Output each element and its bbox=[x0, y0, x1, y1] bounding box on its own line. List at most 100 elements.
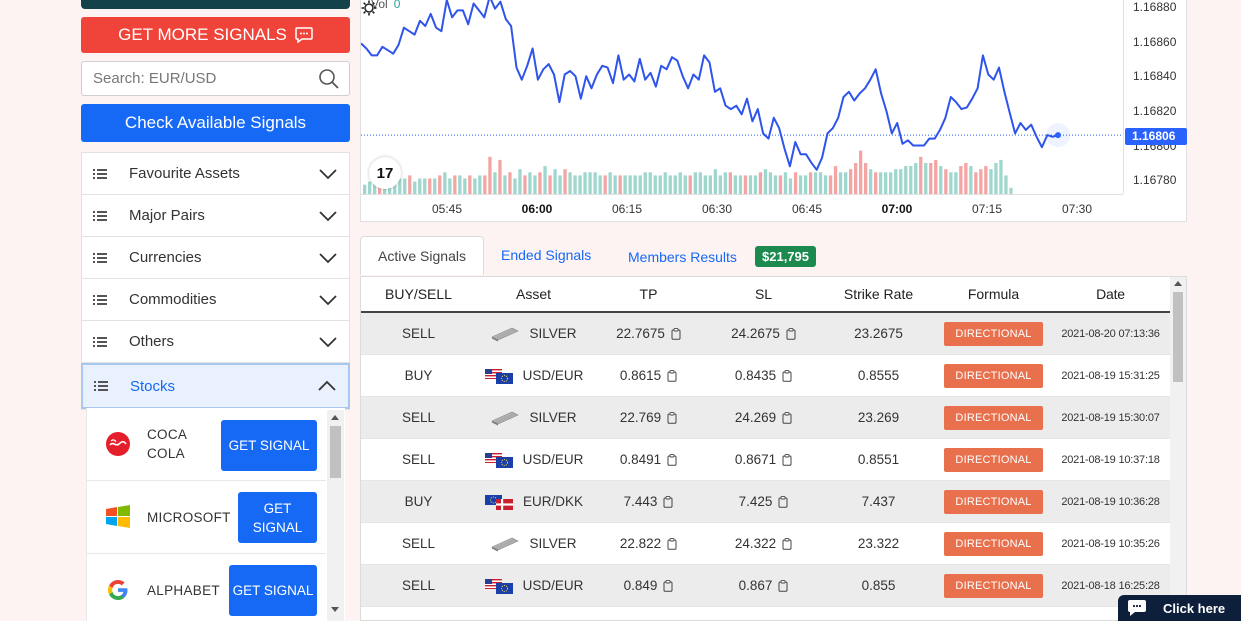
scroll-up-arrow-icon[interactable] bbox=[331, 415, 339, 420]
category-label: Currencies bbox=[129, 249, 202, 266]
stock-name: ALPHABET bbox=[147, 582, 220, 598]
formula-button[interactable]: DIRECTIONAL bbox=[944, 531, 1043, 556]
volume-bar bbox=[743, 175, 748, 194]
formula-cell: DIRECTIONAL bbox=[936, 363, 1051, 388]
get-signal-button[interactable]: GET SIGNAL bbox=[221, 420, 317, 471]
volume-bar bbox=[568, 172, 572, 194]
silver-bar-icon bbox=[491, 327, 520, 341]
tp-cell: 22.769 bbox=[591, 410, 706, 425]
sl-cell: 24.2675 bbox=[706, 326, 821, 341]
copy-icon[interactable] bbox=[667, 411, 677, 424]
volume-bar bbox=[728, 172, 732, 194]
tp-cell: 7.443 bbox=[591, 494, 706, 509]
volume-bar bbox=[653, 175, 657, 194]
asset-name: SILVER bbox=[529, 326, 577, 341]
copy-icon[interactable] bbox=[782, 411, 792, 424]
copy-icon[interactable] bbox=[667, 369, 677, 382]
volume-bar bbox=[458, 175, 462, 194]
volume-bar bbox=[528, 172, 532, 194]
category-item-currencies[interactable]: Currencies bbox=[82, 237, 349, 279]
sl-value: 7.425 bbox=[738, 494, 773, 509]
tab-active-signals[interactable]: Active Signals bbox=[360, 236, 484, 275]
volume-bar bbox=[368, 181, 372, 194]
search-icon[interactable] bbox=[318, 68, 340, 90]
table-scrollbar-thumb[interactable] bbox=[1173, 292, 1183, 382]
volume-bar bbox=[398, 178, 402, 194]
search-box bbox=[81, 61, 350, 96]
search-input[interactable] bbox=[82, 62, 318, 95]
volume-bar bbox=[869, 169, 873, 194]
tab-members-results[interactable]: Members Results bbox=[628, 249, 737, 265]
category-item-others[interactable]: Others bbox=[82, 321, 349, 363]
copy-icon[interactable] bbox=[778, 579, 788, 592]
asset-name: SILVER bbox=[529, 536, 577, 551]
volume-bar bbox=[673, 175, 677, 194]
volume-bar bbox=[553, 169, 557, 194]
volume-bar bbox=[703, 175, 707, 194]
copy-icon[interactable] bbox=[667, 537, 677, 550]
get-more-signals-button[interactable]: GET MORE SIGNALS bbox=[81, 17, 350, 53]
category-label: Commodities bbox=[129, 291, 217, 308]
volume-bar bbox=[693, 172, 697, 194]
formula-button[interactable]: DIRECTIONAL bbox=[944, 447, 1043, 472]
chat-widget-button[interactable]: Click here bbox=[1118, 595, 1241, 621]
chevron-up-icon bbox=[318, 380, 336, 391]
get-signal-button[interactable]: GET SIGNAL bbox=[229, 565, 317, 616]
volume-bar bbox=[433, 178, 437, 194]
formula-button[interactable]: DIRECTIONAL bbox=[944, 405, 1043, 430]
volume-bar bbox=[849, 169, 853, 194]
volume-bar bbox=[593, 172, 597, 194]
copy-icon[interactable] bbox=[778, 495, 788, 508]
volume-bar bbox=[778, 175, 783, 194]
copy-icon[interactable] bbox=[671, 327, 681, 340]
volume-bar bbox=[448, 178, 452, 194]
tradingview-logo[interactable]: 17 bbox=[369, 157, 401, 189]
check-available-signals-button[interactable]: Check Available Signals bbox=[81, 104, 350, 142]
price-line bbox=[361, 0, 1059, 171]
formula-button[interactable]: DIRECTIONAL bbox=[944, 573, 1043, 598]
scroll-up-arrow-icon[interactable] bbox=[1174, 281, 1182, 286]
volume-bar bbox=[733, 175, 737, 194]
tab-ended-signals[interactable]: Ended Signals bbox=[501, 247, 592, 263]
sl-cell: 0.867 bbox=[706, 578, 821, 593]
sl-cell: 0.8435 bbox=[706, 368, 821, 383]
category-label: Favourite Assets bbox=[129, 165, 240, 182]
chevron-down-icon bbox=[319, 169, 337, 180]
copy-icon[interactable] bbox=[786, 327, 796, 340]
get-signal-button[interactable]: GET SIGNAL bbox=[238, 492, 317, 543]
price-chart[interactable]: Vol 0 17 1.16880 1.16860 1.16840 1.16820 1.16… bbox=[360, 0, 1187, 222]
copy-icon[interactable] bbox=[782, 537, 792, 550]
copy-icon[interactable] bbox=[667, 453, 677, 466]
time-tick-label: 05:45 bbox=[431, 202, 463, 216]
formula-button[interactable]: DIRECTIONAL bbox=[944, 489, 1043, 514]
category-item-major-pairs[interactable]: Major Pairs bbox=[82, 195, 349, 237]
volume-bar bbox=[924, 163, 928, 194]
scroll-down-arrow-icon[interactable] bbox=[331, 607, 339, 612]
chat-bubble-icon bbox=[1128, 600, 1146, 616]
silver-bar-icon bbox=[491, 537, 520, 551]
category-accordion: Favourite Assets Major Pairs Currencies Com… bbox=[81, 152, 350, 410]
category-item-stocks[interactable]: Stocks bbox=[81, 363, 350, 409]
gear-icon[interactable] bbox=[361, 0, 377, 16]
strike-rate-cell: 23.269 bbox=[857, 410, 900, 425]
volume-bar bbox=[989, 169, 993, 194]
formula-button[interactable]: DIRECTIONAL bbox=[944, 363, 1043, 388]
volume-bar bbox=[638, 175, 642, 194]
asset-cell: SILVER bbox=[476, 536, 591, 552]
category-item-favourite-assets[interactable]: Favourite Assets bbox=[82, 153, 349, 195]
copy-icon[interactable] bbox=[782, 453, 792, 466]
copy-icon[interactable] bbox=[782, 369, 792, 382]
volume-bar bbox=[1009, 187, 1013, 194]
price-tick-label: 1.16880 bbox=[1133, 0, 1177, 14]
copy-icon[interactable] bbox=[663, 495, 673, 508]
tp-value: 22.769 bbox=[619, 410, 662, 425]
stocks-scrollbar-thumb[interactable] bbox=[330, 426, 341, 478]
asset-name: SILVER bbox=[529, 410, 577, 425]
volume-bar bbox=[508, 172, 512, 194]
volume-bar bbox=[718, 175, 722, 194]
formula-button[interactable]: DIRECTIONAL bbox=[944, 321, 1043, 346]
copy-icon[interactable] bbox=[663, 579, 673, 592]
tp-value: 0.8615 bbox=[619, 368, 662, 383]
volume-bar bbox=[668, 175, 672, 194]
category-item-commodities[interactable]: Commodities bbox=[82, 279, 349, 321]
